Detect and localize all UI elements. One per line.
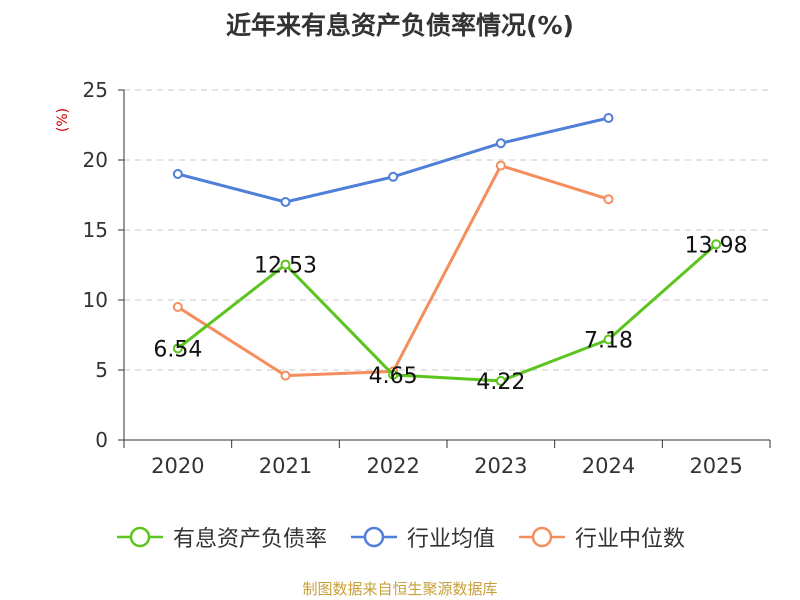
data-point (495, 160, 506, 171)
data-point (603, 194, 614, 205)
y-tick-label: 0 (95, 428, 108, 452)
data-point (495, 138, 506, 149)
x-tick-label: 2023 (474, 454, 527, 478)
data-point (603, 113, 614, 123)
legend-marker (129, 526, 151, 548)
data-point (280, 370, 291, 381)
data-point (172, 169, 183, 179)
data-label: 4.65 (369, 364, 418, 389)
legend-marker (363, 526, 385, 548)
data-point (495, 375, 506, 386)
y-tick-label: 20 (83, 148, 108, 172)
data-point (388, 171, 399, 182)
legend-label: 行业均值 (406, 527, 495, 552)
legend-item: 行业中位数 (517, 521, 685, 553)
x-tick-label: 2025 (689, 454, 742, 478)
x-tick-label: 2021 (259, 454, 312, 478)
legend: 有息资产负债率 行业均值 行业中位数 (0, 520, 800, 554)
x-tick-label: 2020 (151, 454, 204, 478)
data-label: 13.98 (685, 233, 748, 258)
y-tick-label: 25 (83, 78, 108, 102)
y-tick-label: 15 (83, 218, 108, 242)
data-point (172, 302, 183, 312)
x-tick-label: 2024 (582, 454, 635, 478)
data-label: 6.54 (153, 337, 202, 362)
y-tick-label: 10 (83, 288, 108, 312)
legend-swatch (519, 526, 565, 548)
x-tick-label: 2022 (366, 454, 419, 478)
legend-label: 行业中位数 (575, 527, 686, 552)
legend-label: 有息资产负债率 (172, 527, 327, 552)
legend-item: 行业均值 (349, 521, 495, 553)
data-point (280, 259, 291, 270)
data-point (711, 239, 722, 250)
data-label: 4.22 (476, 370, 525, 395)
data-point (603, 334, 614, 345)
source-label: 制图数据来自恒生聚源数据库 (302, 580, 498, 598)
series-line-0 (176, 243, 718, 383)
data-point (172, 343, 183, 354)
legend-item: 有息资产负债率 (115, 521, 327, 553)
data-point (280, 197, 291, 207)
legend-marker (531, 526, 553, 548)
data-label: 12.53 (254, 254, 317, 279)
data-label: 7.18 (584, 328, 633, 353)
legend-swatch (116, 526, 163, 548)
legend-swatch (350, 526, 397, 548)
series-line-2 (177, 164, 609, 378)
chart-title: 近年来有息资产负债率情况(%) (226, 11, 574, 40)
y-tick-label: 5 (95, 358, 108, 382)
data-point (388, 369, 399, 380)
